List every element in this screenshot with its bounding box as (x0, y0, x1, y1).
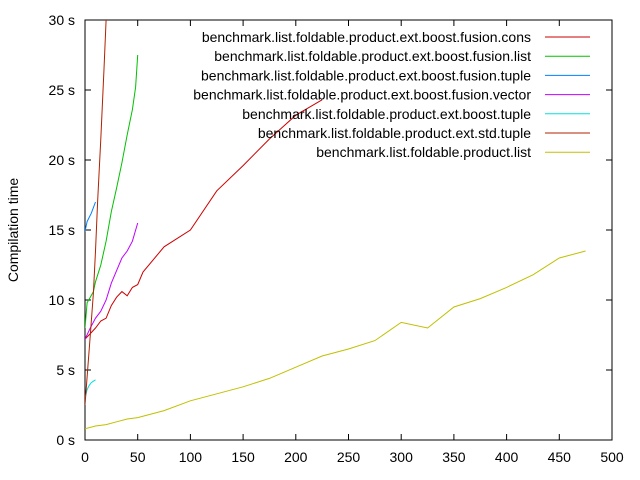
y-tick-label: 15 s (49, 222, 75, 238)
legend: benchmark.list.foldable.product.ext.boos… (193, 29, 590, 160)
series-line (85, 201, 96, 232)
legend-label: benchmark.list.foldable.product.ext.boos… (202, 29, 531, 45)
x-tick-label: 100 (179, 449, 203, 465)
y-tick-label: 20 s (49, 152, 75, 168)
y-tick-label: 5 s (56, 362, 75, 378)
y-tick-label: 25 s (49, 82, 75, 98)
x-tick-label: 500 (600, 449, 624, 465)
x-tick-label: 200 (284, 449, 308, 465)
legend-label: benchmark.list.foldable.product.ext.boos… (193, 87, 531, 103)
legend-label: benchmark.list.foldable.product.list (316, 144, 531, 160)
x-tick-label: 350 (442, 449, 466, 465)
x-tick-label: 50 (130, 449, 146, 465)
series-line (85, 99, 323, 340)
y-tick-label: 0 s (56, 432, 75, 448)
series-line (85, 250, 586, 430)
x-tick-label: 150 (231, 449, 255, 465)
legend-label: benchmark.list.foldable.product.ext.boos… (201, 67, 531, 83)
series-lines (85, 20, 586, 430)
x-tick-label: 300 (390, 449, 414, 465)
y-tick-label: 30 s (49, 12, 75, 28)
y-tick-label: 10 s (49, 292, 75, 308)
x-tick-label: 250 (337, 449, 361, 465)
series-line (85, 54, 139, 329)
series-line (85, 379, 96, 399)
x-tick-label: 0 (81, 449, 89, 465)
x-tick-label: 400 (495, 449, 519, 465)
series-line (85, 222, 139, 340)
series-line (85, 20, 107, 406)
legend-label: benchmark.list.foldable.product.ext.boos… (242, 106, 531, 122)
x-tick-label: 450 (548, 449, 572, 465)
legend-label: benchmark.list.foldable.product.ext.boos… (214, 48, 531, 64)
axis-ticks: 0 50 100 150 200 250 300 350 400 450 500 0 s 5 s 10 s… (49, 12, 624, 465)
y-axis-label: Compilation time (5, 178, 21, 282)
legend-label: benchmark.list.foldable.product.ext.std.… (258, 125, 531, 141)
